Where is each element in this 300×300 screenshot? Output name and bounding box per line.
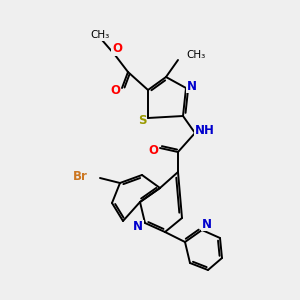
Text: Br: Br	[73, 169, 88, 182]
Text: N: N	[133, 220, 143, 233]
Text: N: N	[202, 218, 212, 230]
Text: N: N	[187, 80, 197, 92]
Text: NH: NH	[195, 124, 215, 136]
Text: CH₃: CH₃	[186, 50, 205, 60]
Text: O: O	[148, 145, 158, 158]
Text: S: S	[138, 115, 146, 128]
Text: O: O	[110, 83, 120, 97]
Text: O: O	[112, 43, 122, 56]
Text: CH₃: CH₃	[90, 30, 110, 40]
